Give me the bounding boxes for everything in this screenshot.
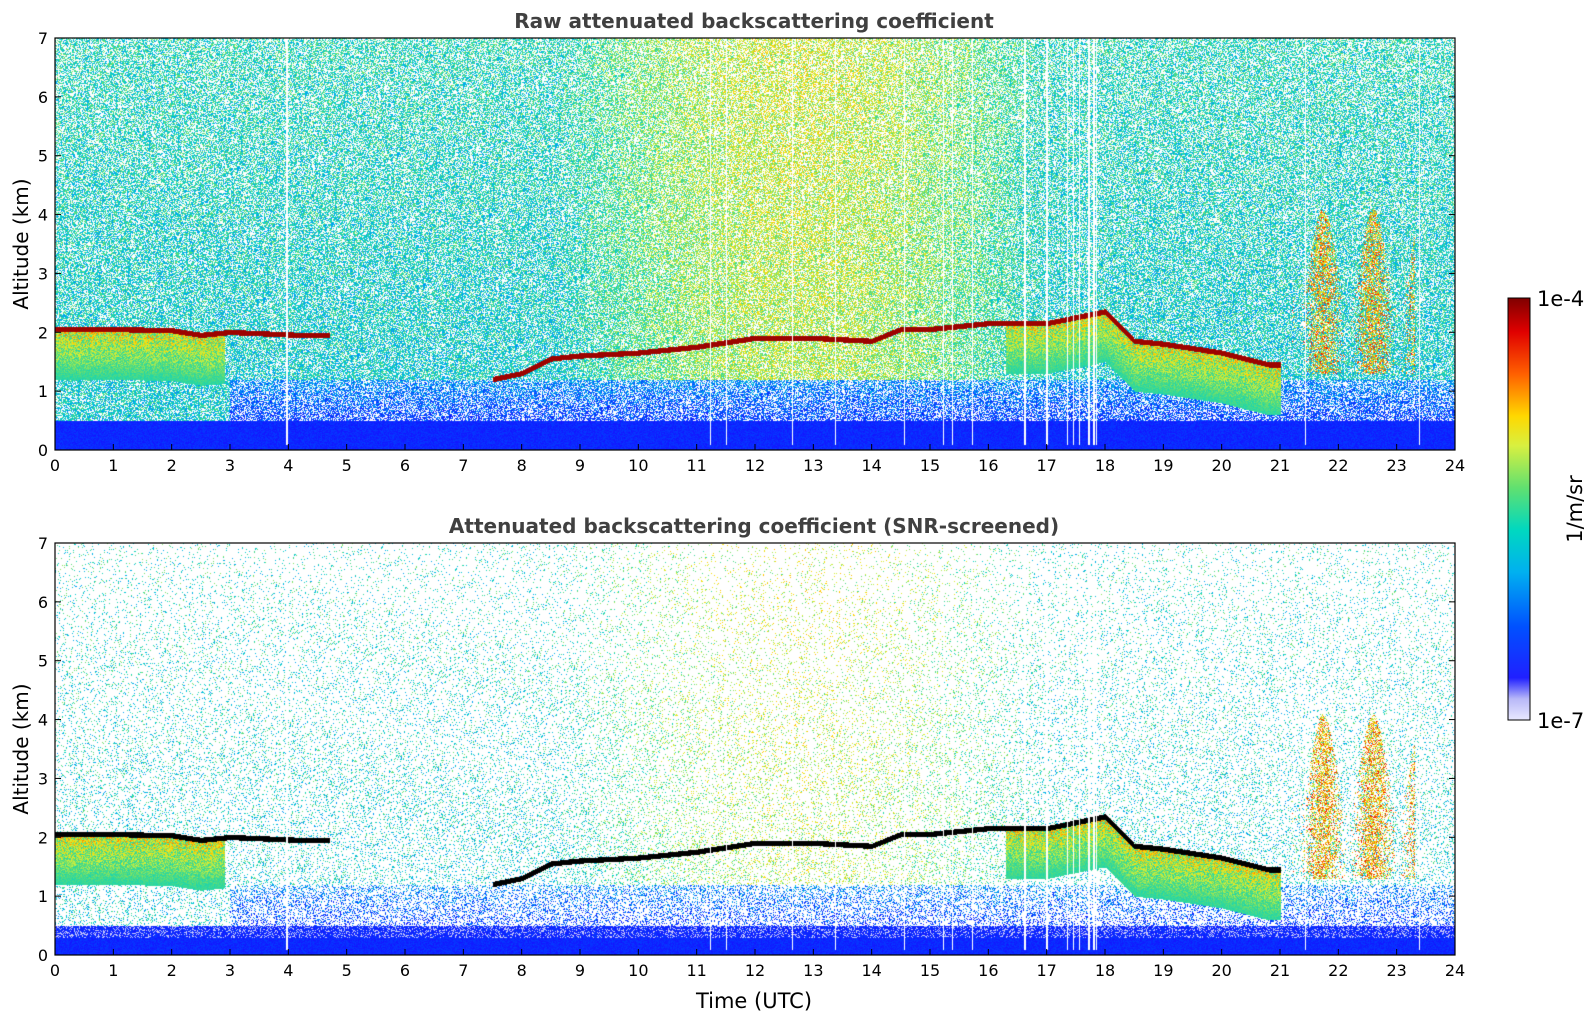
x-tick-label: 7	[458, 456, 468, 475]
x-tick-label: 9	[575, 961, 585, 980]
x-tick-label: 4	[283, 456, 293, 475]
x-tick-label: 20	[1211, 961, 1231, 980]
x-tick-label: 20	[1211, 456, 1231, 475]
y-tick-label: 6	[38, 593, 48, 612]
y-tick-label: 3	[38, 264, 48, 283]
x-axis: 0 1 2 3 4 5 6 7 8 9 10 11 12 13 14 15 16 17 18 19 20 21 22 23 24	[50, 949, 1465, 980]
y-tick-label: 4	[38, 711, 48, 730]
y-tick-label: 2	[38, 323, 48, 342]
y-tick-label: 0	[38, 946, 48, 965]
x-tick-label: 8	[517, 456, 527, 475]
colorbar-min-label: 1e-7	[1537, 709, 1584, 733]
x-tick-label: 6	[400, 961, 410, 980]
x-tick-label: 14	[861, 961, 881, 980]
x-tick-label: 14	[861, 456, 881, 475]
x-tick-label: 19	[1153, 961, 1173, 980]
x-tick-label: 11	[686, 961, 706, 980]
x-tick-label: 8	[517, 961, 527, 980]
x-tick-label: 0	[50, 456, 60, 475]
x-tick-label: 6	[400, 456, 410, 475]
x-axis-label: Time (UTC)	[695, 989, 812, 1013]
y-axis-label: Altitude (km)	[9, 683, 33, 814]
x-tick-label: 13	[803, 961, 823, 980]
x-tick-label: 3	[225, 456, 235, 475]
x-tick-label: 2	[167, 456, 177, 475]
backscatter-heatmap	[55, 543, 1455, 955]
x-tick-label: 3	[225, 961, 235, 980]
x-tick-label: 22	[1328, 456, 1348, 475]
y-tick-label: 1	[38, 887, 48, 906]
x-tick-label: 5	[342, 961, 352, 980]
colorbar-max-label: 1e-4	[1537, 287, 1584, 311]
colorbar-gradient	[1507, 297, 1531, 721]
y-tick-label: 1	[38, 382, 48, 401]
y-axis: 0 1 2 3 4 5 6 7	[38, 534, 1455, 965]
x-tick-label: 7	[458, 961, 468, 980]
snr-screened-panel: Attenuated backscattering coefficient (S…	[9, 514, 1465, 1013]
x-tick-label: 15	[920, 961, 940, 980]
y-tick-label: 7	[38, 534, 48, 553]
y-tick-label: 3	[38, 769, 48, 788]
x-tick-label: 17	[1036, 456, 1056, 475]
raw-backscatter-panel: Raw attenuated backscattering coefficien…	[9, 9, 1465, 475]
x-tick-label: 4	[283, 961, 293, 980]
x-tick-label: 15	[920, 456, 940, 475]
x-tick-label: 16	[978, 456, 998, 475]
x-tick-label: 21	[1270, 961, 1290, 980]
x-tick-label: 0	[50, 961, 60, 980]
y-tick-label: 2	[38, 828, 48, 847]
panel-title: Attenuated backscattering coefficient (S…	[449, 514, 1059, 538]
x-tick-label: 13	[803, 456, 823, 475]
x-tick-label: 22	[1328, 961, 1348, 980]
x-tick-label: 18	[1095, 961, 1115, 980]
y-axis-label: Altitude (km)	[9, 178, 33, 309]
x-tick-label: 23	[1386, 456, 1406, 475]
x-tick-label: 18	[1095, 456, 1115, 475]
y-tick-label: 5	[38, 147, 48, 166]
y-tick-label: 0	[38, 441, 48, 460]
x-tick-label: 11	[686, 456, 706, 475]
panel-title: Raw attenuated backscattering coefficien…	[514, 9, 994, 33]
x-tick-label: 5	[342, 456, 352, 475]
x-tick-label: 1	[108, 961, 118, 980]
y-tick-label: 7	[38, 29, 48, 48]
x-tick-label: 17	[1036, 961, 1056, 980]
colorbar-unit-label: 1/m/sr	[1563, 475, 1587, 543]
x-tick-label: 19	[1153, 456, 1173, 475]
x-tick-label: 12	[745, 961, 765, 980]
backscatter-heatmap	[55, 38, 1455, 450]
colorbar: 1e-4 1e-7 1/m/sr	[1507, 287, 1587, 733]
x-tick-label: 2	[167, 961, 177, 980]
x-tick-label: 21	[1270, 456, 1290, 475]
x-tick-label: 10	[628, 961, 648, 980]
x-tick-label: 24	[1445, 456, 1465, 475]
x-axis: 0 1 2 3 4 5 6 7 8 9 10 11 12 13 14 15 16 17 18 19 20 21 22 23 24	[50, 444, 1465, 475]
x-tick-label: 16	[978, 961, 998, 980]
y-tick-label: 5	[38, 652, 48, 671]
x-tick-label: 23	[1386, 961, 1406, 980]
y-axis: 0 1 2 3 4 5 6 7	[38, 29, 1455, 460]
y-tick-label: 4	[38, 206, 48, 225]
x-tick-label: 24	[1445, 961, 1465, 980]
x-tick-label: 10	[628, 456, 648, 475]
y-tick-label: 6	[38, 88, 48, 107]
x-tick-label: 1	[108, 456, 118, 475]
x-tick-label: 9	[575, 456, 585, 475]
x-tick-label: 12	[745, 456, 765, 475]
